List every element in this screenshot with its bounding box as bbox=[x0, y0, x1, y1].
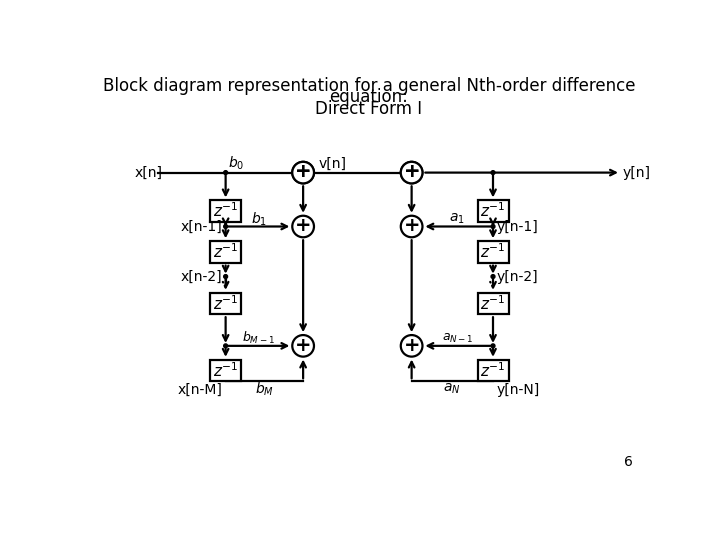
Circle shape bbox=[491, 344, 495, 348]
Text: +: + bbox=[295, 163, 311, 181]
Text: y[n]: y[n] bbox=[622, 166, 650, 180]
Text: x[n-M]: x[n-M] bbox=[178, 383, 222, 397]
Text: y[n-2]: y[n-2] bbox=[496, 269, 538, 284]
Circle shape bbox=[224, 275, 228, 279]
Circle shape bbox=[292, 335, 314, 356]
Text: $a_N$: $a_N$ bbox=[443, 382, 461, 396]
Text: $z^{-1}$: $z^{-1}$ bbox=[213, 361, 238, 380]
Text: $z^{-1}$: $z^{-1}$ bbox=[480, 202, 505, 220]
Bar bbox=[477, 293, 508, 314]
Circle shape bbox=[292, 162, 314, 184]
Circle shape bbox=[491, 171, 495, 174]
Text: Direct Form I: Direct Form I bbox=[315, 100, 423, 118]
Text: x[n-2]: x[n-2] bbox=[181, 269, 222, 284]
Text: x[n-1]: x[n-1] bbox=[181, 219, 222, 233]
Text: $b_1$: $b_1$ bbox=[251, 210, 267, 227]
Text: +: + bbox=[295, 335, 311, 355]
Circle shape bbox=[401, 162, 423, 184]
Text: +: + bbox=[403, 216, 420, 235]
Bar bbox=[210, 360, 241, 381]
Bar bbox=[210, 200, 241, 222]
Circle shape bbox=[292, 162, 314, 184]
Circle shape bbox=[401, 162, 423, 184]
Text: equation:: equation: bbox=[330, 88, 408, 106]
Text: y[n-N]: y[n-N] bbox=[496, 383, 539, 397]
Text: +: + bbox=[295, 216, 311, 235]
Text: $z^{-1}$: $z^{-1}$ bbox=[480, 242, 505, 261]
Text: +: + bbox=[403, 163, 420, 181]
Text: $b_0$: $b_0$ bbox=[228, 154, 245, 172]
Text: y[n-1]: y[n-1] bbox=[496, 219, 538, 233]
Bar bbox=[477, 241, 508, 262]
Bar bbox=[210, 293, 241, 314]
Text: $a_{N-1}$: $a_{N-1}$ bbox=[441, 332, 473, 345]
Text: $z^{-1}$: $z^{-1}$ bbox=[480, 294, 505, 313]
Text: $b_M$: $b_M$ bbox=[255, 380, 274, 397]
Circle shape bbox=[224, 171, 228, 174]
Text: x[n]: x[n] bbox=[135, 166, 163, 180]
Circle shape bbox=[491, 225, 495, 228]
Bar bbox=[210, 241, 241, 262]
Text: 6: 6 bbox=[624, 455, 632, 469]
Text: $z^{-1}$: $z^{-1}$ bbox=[213, 202, 238, 220]
Circle shape bbox=[292, 215, 314, 237]
Circle shape bbox=[224, 344, 228, 348]
Text: +: + bbox=[403, 335, 420, 355]
Text: +: + bbox=[295, 163, 311, 181]
Text: $z^{-1}$: $z^{-1}$ bbox=[213, 242, 238, 261]
Circle shape bbox=[401, 335, 423, 356]
Text: +: + bbox=[403, 163, 420, 181]
Text: $z^{-1}$: $z^{-1}$ bbox=[480, 361, 505, 380]
Text: $b_{M-1}$: $b_{M-1}$ bbox=[243, 330, 276, 346]
Bar bbox=[477, 200, 508, 222]
Circle shape bbox=[224, 225, 228, 228]
Bar bbox=[477, 360, 508, 381]
Text: $z^{-1}$: $z^{-1}$ bbox=[213, 294, 238, 313]
Text: $a_1$: $a_1$ bbox=[449, 212, 465, 226]
Text: Block diagram representation for a general Nth-order difference: Block diagram representation for a gener… bbox=[103, 77, 635, 94]
Text: v[n]: v[n] bbox=[319, 157, 346, 170]
Circle shape bbox=[491, 275, 495, 279]
Circle shape bbox=[401, 215, 423, 237]
